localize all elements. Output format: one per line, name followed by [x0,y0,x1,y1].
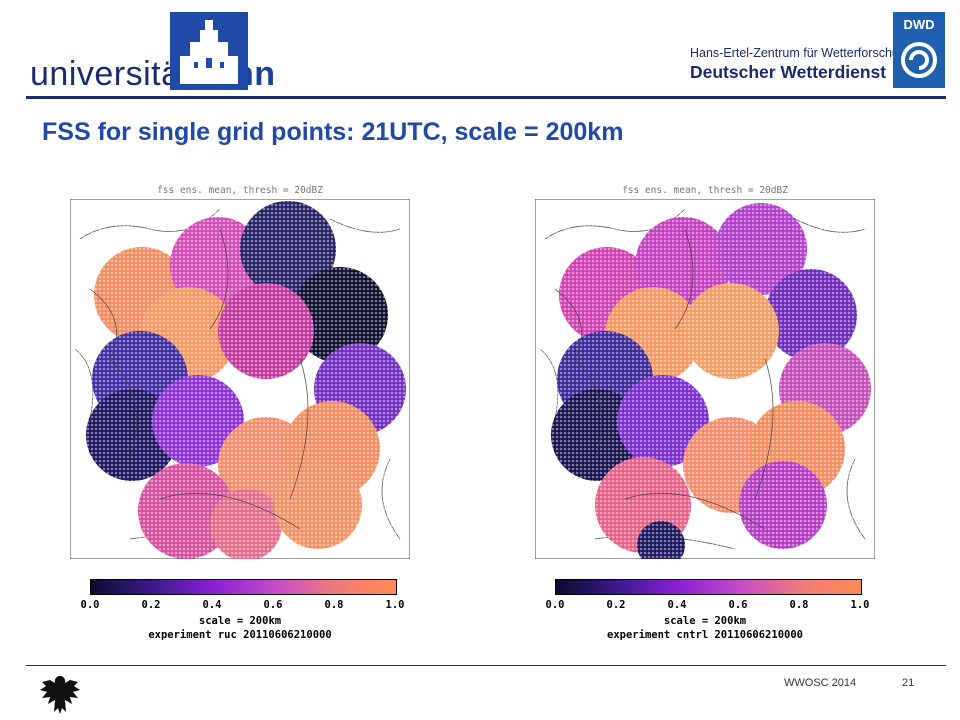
colorbar-tick: 0.2 [606,599,626,611]
colorbar-tick: 0.4 [667,599,687,611]
slide-header: universitätbonn Hans-Ertel-Zentrum für W… [0,0,960,98]
svg-text:DWD: DWD [903,17,934,32]
slide-title: FSS for single grid points: 21UTC, scale… [42,118,624,146]
colorbar [555,579,862,595]
colorbar-tick: 1.0 [385,599,405,611]
colorbar-tick: 0.0 [80,599,100,611]
colorbar-ticks: 0.0 0.2 0.4 0.6 0.8 1.0 [545,599,875,613]
plot-title: fss ens. mean, thresh = 20dBZ [622,185,788,196]
fss-panel-ruc: fss ens. mean, thresh = 20dBZ [40,185,440,655]
footer-divider [26,665,946,666]
colorbar-tick: 0.6 [263,599,283,611]
header-divider [26,96,946,99]
dwd-name: Hans-Ertel-Zentrum für Wetterforschung D… [690,46,913,83]
experiment-label: experiment ruc 20110606210000 [148,629,332,641]
colorbar-tick: 0.0 [545,599,565,611]
page-number: 21 [902,677,915,689]
colorbar-ticks: 0.0 0.2 0.4 0.6 0.8 1.0 [80,599,410,613]
experiment-label: experiment cntrl 20110606210000 [607,629,803,641]
fss-panel-cntrl: fss ens. mean, thresh = 20dBZ [505,185,905,655]
colorbar-tick: 0.2 [141,599,161,611]
federal-eagle-icon [40,676,80,714]
plot-title: fss ens. mean, thresh = 20dBZ [157,185,323,196]
scale-label: scale = 200km [663,615,747,627]
dwd-subtitle: Hans-Ertel-Zentrum für Wetterforschung [690,46,913,60]
colorbar [90,579,397,595]
university-logo [170,12,248,90]
colorbar-tick: 0.6 [728,599,748,611]
colorbar-tick: 1.0 [850,599,870,611]
fss-map [535,199,875,559]
fss-map [70,199,410,559]
colorbar-tick: 0.8 [789,599,809,611]
dwd-title: Deutscher Wetterdienst [690,62,887,82]
scale-label: scale = 200km [198,615,282,627]
colorbar-tick: 0.8 [324,599,344,611]
dwd-logo: DWD [893,12,945,88]
colorbar-tick: 0.4 [202,599,222,611]
footer-conference: WWOSC 2014 [784,677,857,689]
